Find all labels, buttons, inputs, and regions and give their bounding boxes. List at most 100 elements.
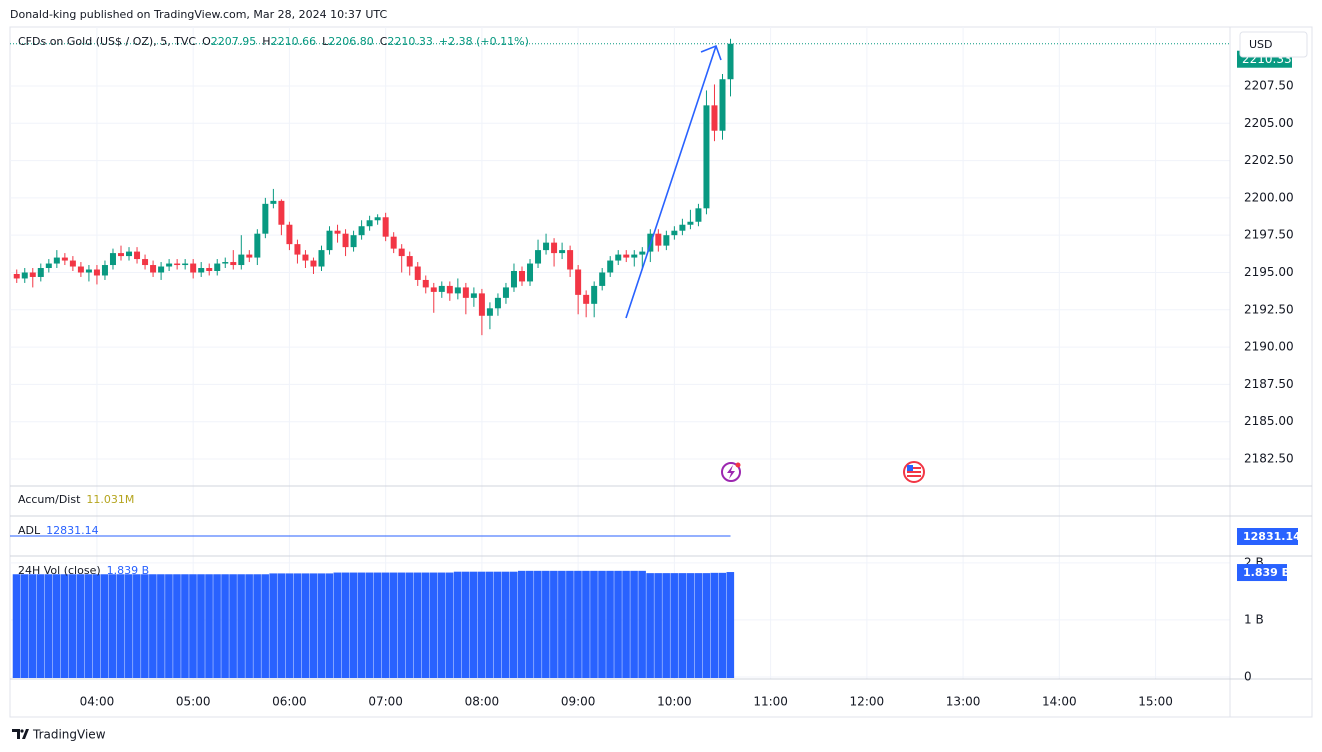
candle-body — [398, 248, 405, 257]
volume-bar — [413, 572, 422, 678]
candle-body — [61, 257, 68, 261]
candle-body — [679, 224, 686, 231]
volume-bar — [389, 572, 398, 678]
volume-bar — [614, 570, 622, 678]
candle-body — [478, 293, 485, 316]
volume-bar — [84, 574, 93, 678]
candle-body — [527, 263, 534, 282]
volume-bar — [437, 572, 446, 678]
candle-body — [655, 233, 662, 246]
volume-bar — [501, 571, 510, 678]
candle-body — [190, 263, 197, 273]
candle-body — [69, 260, 76, 267]
candle-body — [334, 230, 341, 234]
candle-body — [222, 262, 229, 264]
candle-body — [454, 287, 461, 294]
volume-bar — [405, 572, 414, 678]
candle-body — [462, 287, 469, 298]
candle-body — [350, 235, 357, 248]
volume-bar — [517, 570, 526, 678]
candle-body — [382, 217, 389, 237]
candle-body — [390, 236, 397, 249]
arrow-head — [700, 44, 722, 61]
flag-icon — [903, 461, 925, 483]
volume-bar — [534, 570, 542, 678]
currency-button[interactable]: USD — [1239, 31, 1308, 58]
y-tick-label: 2200.00 — [1244, 190, 1294, 204]
legend-part: CFDs on Gold (US$ / OZ), 5, TVC — [18, 35, 196, 48]
candle-body — [294, 244, 301, 255]
volume-bar — [638, 570, 646, 678]
candle-body — [85, 269, 92, 273]
candle-body — [727, 43, 734, 80]
volume-bar — [694, 573, 703, 678]
flag-stripe — [907, 475, 921, 477]
volume-bar — [52, 574, 61, 678]
indicator-name: Accum/Dist — [18, 493, 81, 506]
legend-part: 2206.80 — [328, 35, 374, 48]
candle-body — [695, 208, 702, 222]
volume-bar — [397, 572, 406, 678]
legend-part: L — [322, 35, 329, 48]
legend-part: H — [262, 35, 270, 48]
volume-bar — [157, 574, 165, 678]
y-tick-label: 2192.50 — [1244, 302, 1294, 316]
candle-body — [238, 254, 245, 266]
candle-body — [21, 272, 28, 279]
volume-bar — [381, 572, 390, 678]
volume-bar — [606, 570, 614, 678]
candle-body — [615, 254, 622, 261]
volume-bar — [221, 574, 229, 678]
candle-body — [446, 285, 453, 294]
candle-body — [639, 251, 646, 255]
y-tick-label: 2202.50 — [1244, 153, 1294, 167]
candle-body — [623, 254, 630, 258]
volume-bar — [173, 574, 181, 678]
candle-body — [142, 259, 149, 266]
candle-body — [711, 105, 718, 131]
adl-tag-label: 12831.14 — [1243, 530, 1301, 543]
x-tick-label: 14:00 — [1042, 695, 1077, 709]
adl-value: 12831.14 — [46, 524, 99, 537]
volume-bar — [349, 572, 358, 678]
candle-body — [607, 260, 614, 273]
volume-bar — [333, 572, 342, 678]
volume-bar — [429, 572, 438, 678]
candle-body — [214, 263, 221, 271]
candle-body — [198, 268, 205, 273]
candle-body — [719, 79, 726, 131]
candle-body — [663, 235, 670, 246]
candle-body — [262, 203, 269, 234]
ohlc-legend: CFDs on Gold (US$ / OZ), 5, TVC O2207.95 H… — [18, 35, 529, 48]
trend-arrow — [625, 44, 722, 319]
y-tick-label: 2182.50 — [1244, 452, 1294, 466]
x-tick-label: 13:00 — [946, 695, 981, 709]
volume-bar — [702, 573, 711, 678]
candle-body — [326, 230, 333, 251]
candle-body — [575, 269, 582, 295]
currency-label[interactable]: USD — [1249, 38, 1273, 51]
volume-bar — [165, 574, 173, 678]
candle-body — [109, 253, 116, 266]
volume-bar — [662, 573, 670, 678]
volume-bar — [678, 573, 686, 678]
volume-bar — [28, 574, 37, 678]
chart-frame — [9, 26, 1313, 718]
volume-bar — [373, 572, 382, 678]
volume-bar — [453, 571, 462, 678]
volume-bar — [598, 570, 606, 678]
candle-body — [703, 105, 710, 209]
candle-body — [182, 263, 189, 266]
button-box[interactable] — [1239, 31, 1308, 58]
candle-body — [551, 242, 558, 254]
x-tick-label: 07:00 — [368, 695, 403, 709]
candle-body — [286, 224, 293, 245]
volume-bar — [76, 574, 85, 678]
flag-canton — [907, 465, 913, 471]
legend-part: C — [380, 35, 388, 48]
volume-bar — [92, 574, 101, 678]
candle-body — [438, 285, 445, 292]
adl-legend: ADL 12831.14 — [18, 524, 99, 537]
volume-tag — [1237, 564, 1287, 582]
candle-body — [559, 250, 566, 254]
